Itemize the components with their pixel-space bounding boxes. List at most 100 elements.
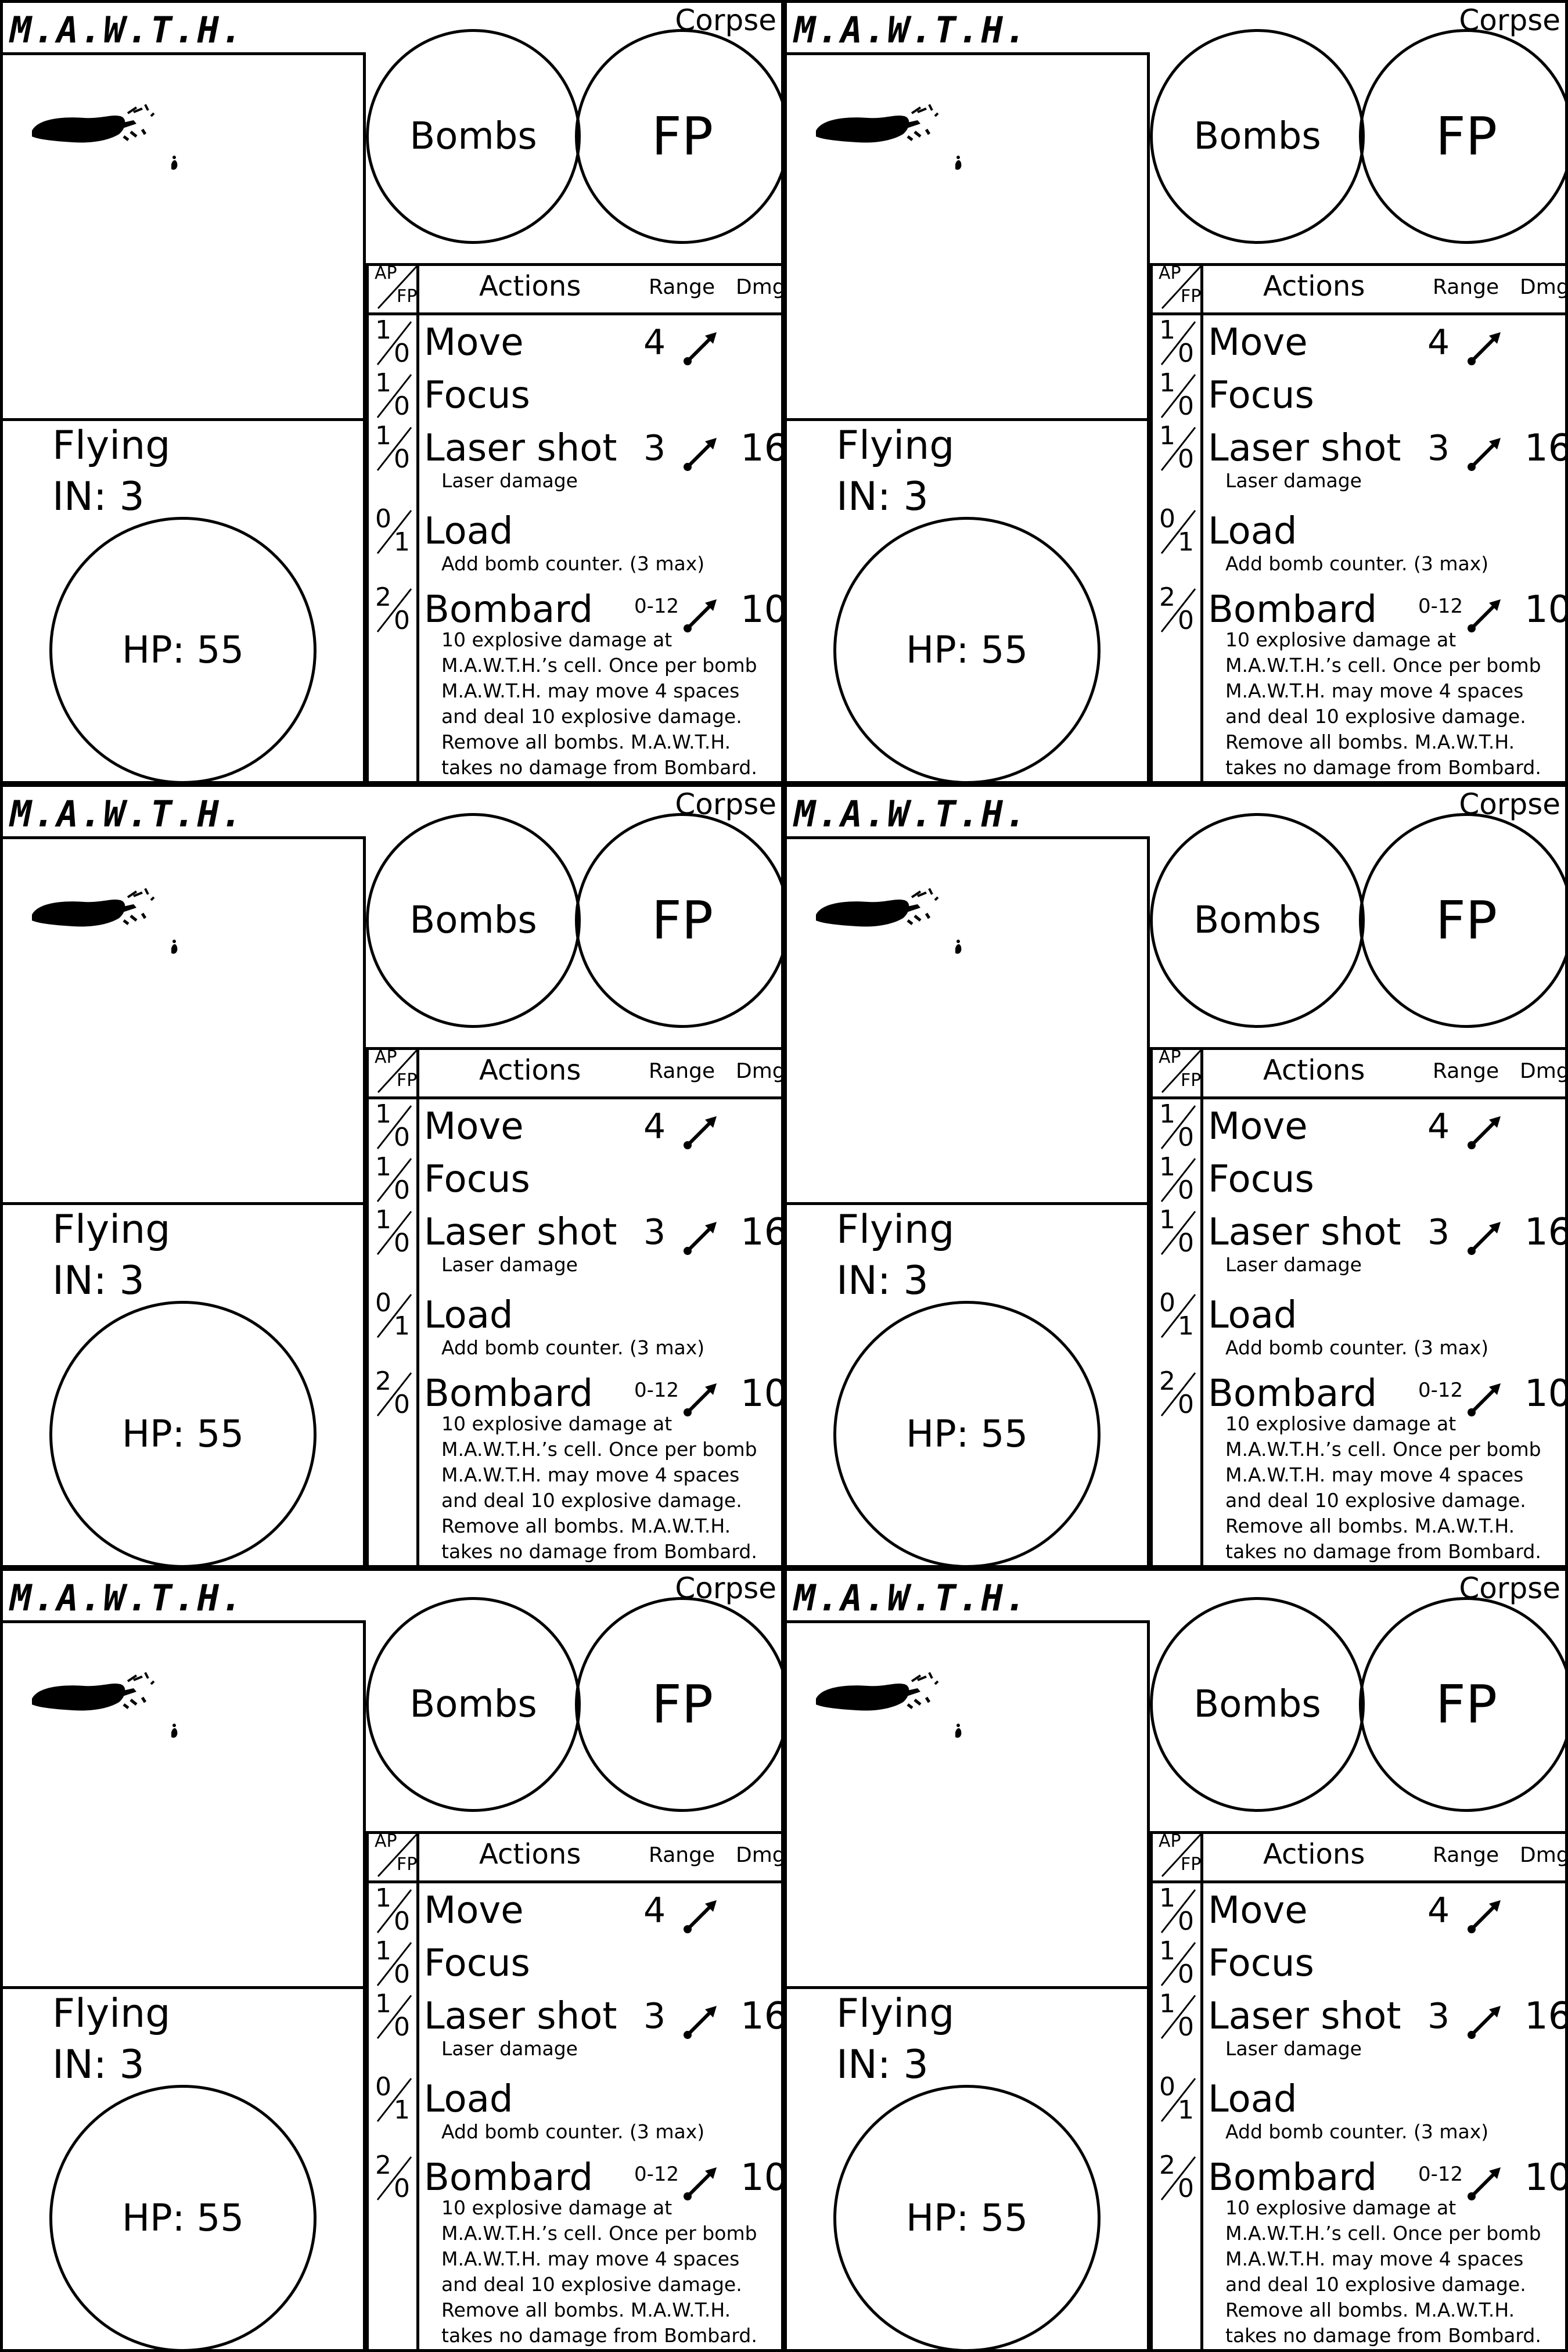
dmg-header-label: Dmg (1520, 1843, 1568, 1867)
action-dmg: 10 (740, 1372, 784, 1415)
ap-fp-column: AP FP (366, 263, 420, 781)
action-fp: 0 (1178, 391, 1194, 421)
action-cost: 1 0 (1158, 1207, 1199, 1257)
action-range: 4 (1427, 322, 1450, 363)
action-range: 3 (1427, 1212, 1450, 1253)
action-range: 4 (1427, 1106, 1450, 1147)
action-ap: 0 (375, 2072, 391, 2102)
action-dmg: 10 (740, 2156, 784, 2199)
monster-card-3: M.A.W.T.H. Corpse Flying IN: 3 HP: 55 Bo… (0, 784, 784, 1568)
action-cost: 1 0 (374, 1207, 415, 1257)
action-dmg: 10 (1524, 588, 1568, 631)
action-row-focus: 1 0 Focus (366, 1936, 781, 1993)
slash-divider-icon (1161, 264, 1203, 310)
action-name: Focus (424, 374, 530, 417)
action-name: Focus (1208, 1158, 1314, 1201)
action-ap: 1 (1159, 315, 1175, 345)
action-ap: 1 (1159, 421, 1175, 451)
actions-header-labels: Actions Range Dmg (3, 263, 781, 315)
ap-fp-column: AP FP (1150, 263, 1203, 781)
dmg-header-label: Dmg (1520, 275, 1568, 299)
range-header-label: Range (1433, 1059, 1499, 1083)
bombs-counter-label: Bombs (409, 115, 537, 158)
actions-header-labels: Actions Range Dmg (787, 1047, 1565, 1099)
diagonal-arrow-icon (1468, 2167, 1501, 2200)
stats-box: Flying IN: 3 HP: 55 (3, 1202, 366, 1565)
action-ap: 2 (1159, 582, 1175, 612)
action-ap: 1 (1159, 1989, 1175, 2019)
action-description: Add bomb counter. (3 max) (1225, 1336, 1489, 1359)
monster-card-5: M.A.W.T.H. Corpse Flying IN: 3 HP: 55 Bo… (0, 1568, 784, 2352)
stats-box: Flying IN: 3 HP: 55 (3, 1986, 366, 2349)
actions-header-label: Actions (1263, 1838, 1365, 1871)
bombs-counter-label: Bombs (409, 1683, 537, 1726)
action-description: 10 explosive damage at M.A.W.T.H.’s cell… (441, 628, 757, 779)
bombs-counter-label: Bombs (1193, 899, 1321, 942)
slash-divider-icon (1160, 374, 1196, 418)
bombs-counter-label: Bombs (1193, 1683, 1321, 1726)
action-cost: 1 0 (374, 423, 415, 473)
bombs-counter: Bombs (366, 813, 581, 1028)
ap-fp-column: AP FP (366, 1831, 419, 2349)
action-row-move: 1 0 Move 4 (1150, 315, 1565, 372)
range-header-label: Range (649, 1843, 715, 1867)
action-name: Laser shot (424, 1995, 617, 2038)
action-row-laser-shot: 1 0 Laser shot 3 16 Laser damage (366, 423, 784, 506)
action-description: 10 explosive damage at M.A.W.T.H.’s cell… (1225, 628, 1541, 779)
action-name: Move (424, 1105, 524, 1148)
action-cost: 1 0 (374, 1885, 415, 1935)
action-dmg: 16 (740, 1995, 784, 2038)
slash-divider-icon (1160, 1372, 1196, 1416)
action-cost: 1 0 (1158, 370, 1199, 421)
actions-header-labels: Actions Range Dmg (787, 263, 1568, 315)
action-cost: 1 0 (1158, 1938, 1199, 1988)
trait-label: Flying (52, 1991, 171, 2037)
card-title: M.A.W.T.H. (794, 793, 1028, 835)
slash-divider-icon (1160, 427, 1196, 471)
fp-counter-label: FP (651, 106, 714, 167)
action-description: Laser damage (1225, 469, 1362, 492)
action-ap: 1 (375, 1152, 391, 1182)
action-fp: 0 (1178, 339, 1194, 368)
action-fp: 0 (394, 339, 410, 368)
ap-fp-column: AP FP (366, 1047, 419, 1565)
action-row-focus: 1 0 Focus (366, 370, 781, 425)
action-cost: 1 0 (1158, 315, 1199, 368)
action-fp: 0 (1178, 1175, 1194, 1205)
range-header-label: Range (649, 275, 715, 299)
stats-box: Flying IN: 3 HP: 55 (787, 1986, 1150, 2349)
fp-counter-label: FP (651, 1674, 714, 1735)
action-range: 0-12 (1418, 595, 1463, 618)
ap-fp-header: AP FP (1157, 1831, 1204, 1878)
action-description: Add bomb counter. (3 max) (1225, 552, 1489, 575)
actions-header-labels: Actions Range Dmg (3, 1047, 781, 1099)
action-ap: 1 (375, 315, 391, 345)
slash-divider-icon (376, 1995, 412, 2039)
action-name: Bombard (1208, 1372, 1378, 1415)
action-row-bombard: 2 0 Bombard 0-12 10 10 explosive damage … (366, 584, 781, 781)
action-description: 10 explosive damage at M.A.W.T.H.’s cell… (441, 2196, 757, 2347)
action-row-laser-shot: 1 0 Laser shot 3 16 Laser damage (366, 1207, 781, 1290)
monster-card-6: M.A.W.T.H. Corpse Flying IN: 3 HP: 55 Bo… (784, 1568, 1568, 2352)
slash-divider-icon (377, 264, 419, 310)
action-description: Laser damage (441, 1253, 578, 1276)
action-ap: 1 (375, 1936, 391, 1966)
trait-label: Flying (52, 1207, 171, 1253)
action-fp: 0 (1178, 1907, 1194, 1936)
slash-divider-icon (1160, 1105, 1196, 1149)
action-dmg: 16 (740, 427, 784, 470)
fp-counter: FP (1359, 29, 1565, 244)
slash-divider-icon (376, 427, 412, 471)
portrait-box (3, 52, 366, 418)
action-dmg: 10 (1524, 1372, 1568, 1415)
card-title: M.A.W.T.H. (10, 9, 244, 51)
action-cost: 0 1 (374, 506, 415, 556)
action-row-laser-shot: 1 0 Laser shot 3 16 Laser damage (1150, 421, 1565, 506)
initiative-label: IN: 3 (836, 2042, 929, 2088)
action-fp: 0 (1178, 606, 1194, 635)
range-header-label: Range (1433, 1843, 1499, 1867)
ap-fp-header: AP FP (373, 263, 420, 310)
portrait-box (787, 52, 1150, 418)
ap-header-label: AP (1159, 263, 1181, 283)
